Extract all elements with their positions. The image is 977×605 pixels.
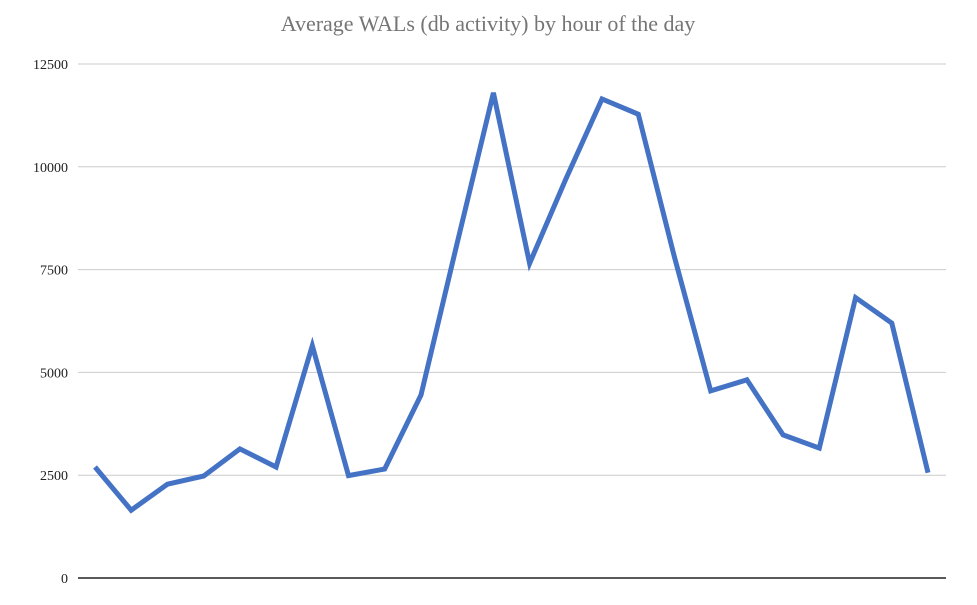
series-layer	[93, 92, 931, 514]
y-tick-label: 2500	[40, 469, 68, 484]
y-tick-label: 7500	[40, 264, 68, 279]
y-tick-label: 0	[61, 572, 68, 587]
series-line-0	[93, 92, 931, 514]
y-tick-label: 5000	[40, 366, 68, 381]
gridlines	[78, 63, 946, 579]
y-tick-label: 10000	[33, 161, 68, 176]
y-tick-label: 12500	[33, 58, 68, 73]
y-axis-tick-labels: 0 2500 5000 7500 10000 12500	[33, 58, 68, 587]
chart-title: Average WALs (db activity) by hour of th…	[281, 11, 696, 36]
